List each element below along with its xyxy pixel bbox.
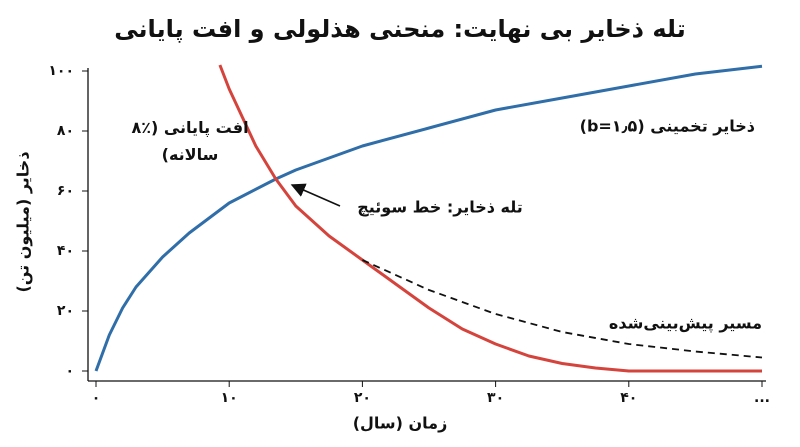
y-tick-label: ۲۰ [57,303,74,319]
y-tick-label: ۸۰ [57,123,74,139]
y-tick-label: ۰ [65,363,74,379]
series-line [362,259,763,359]
x-axis-label: زمان (سال) [353,414,448,433]
series-label: مسیر پیش‌بینی‌شده [609,314,762,334]
x-tick-label: ۴۰ [620,390,637,406]
series-line [94,64,763,372]
y-tick-label: ۴۰ [57,243,74,259]
x-tick-label: ۳۰ [487,390,504,406]
x-tick-label: ۲۰ [354,390,371,406]
series-line [218,64,762,373]
x-tick-label: ۱۰ [221,390,238,406]
series-label: افت پایانی (٪۸ سالانه) [131,118,249,164]
series-label: ذخایر تخمینی (b=۱٫۵) [580,117,755,136]
y-tick-label: ۶۰ [57,183,74,199]
y-axis-label: ذخایر (میلیون تن) [14,151,33,292]
x-tick-label: ۰ [92,390,101,406]
chart-title: تله ذخایر بی نهایت: منحنی هذلولی و افت پ… [114,15,685,43]
y-tick-label: ۱۰۰ [48,63,74,79]
annotation: تله ذخایر: خط سوئیچ [357,198,523,217]
x-tick-label: ... [754,390,770,406]
annotation-arrow [290,183,341,207]
